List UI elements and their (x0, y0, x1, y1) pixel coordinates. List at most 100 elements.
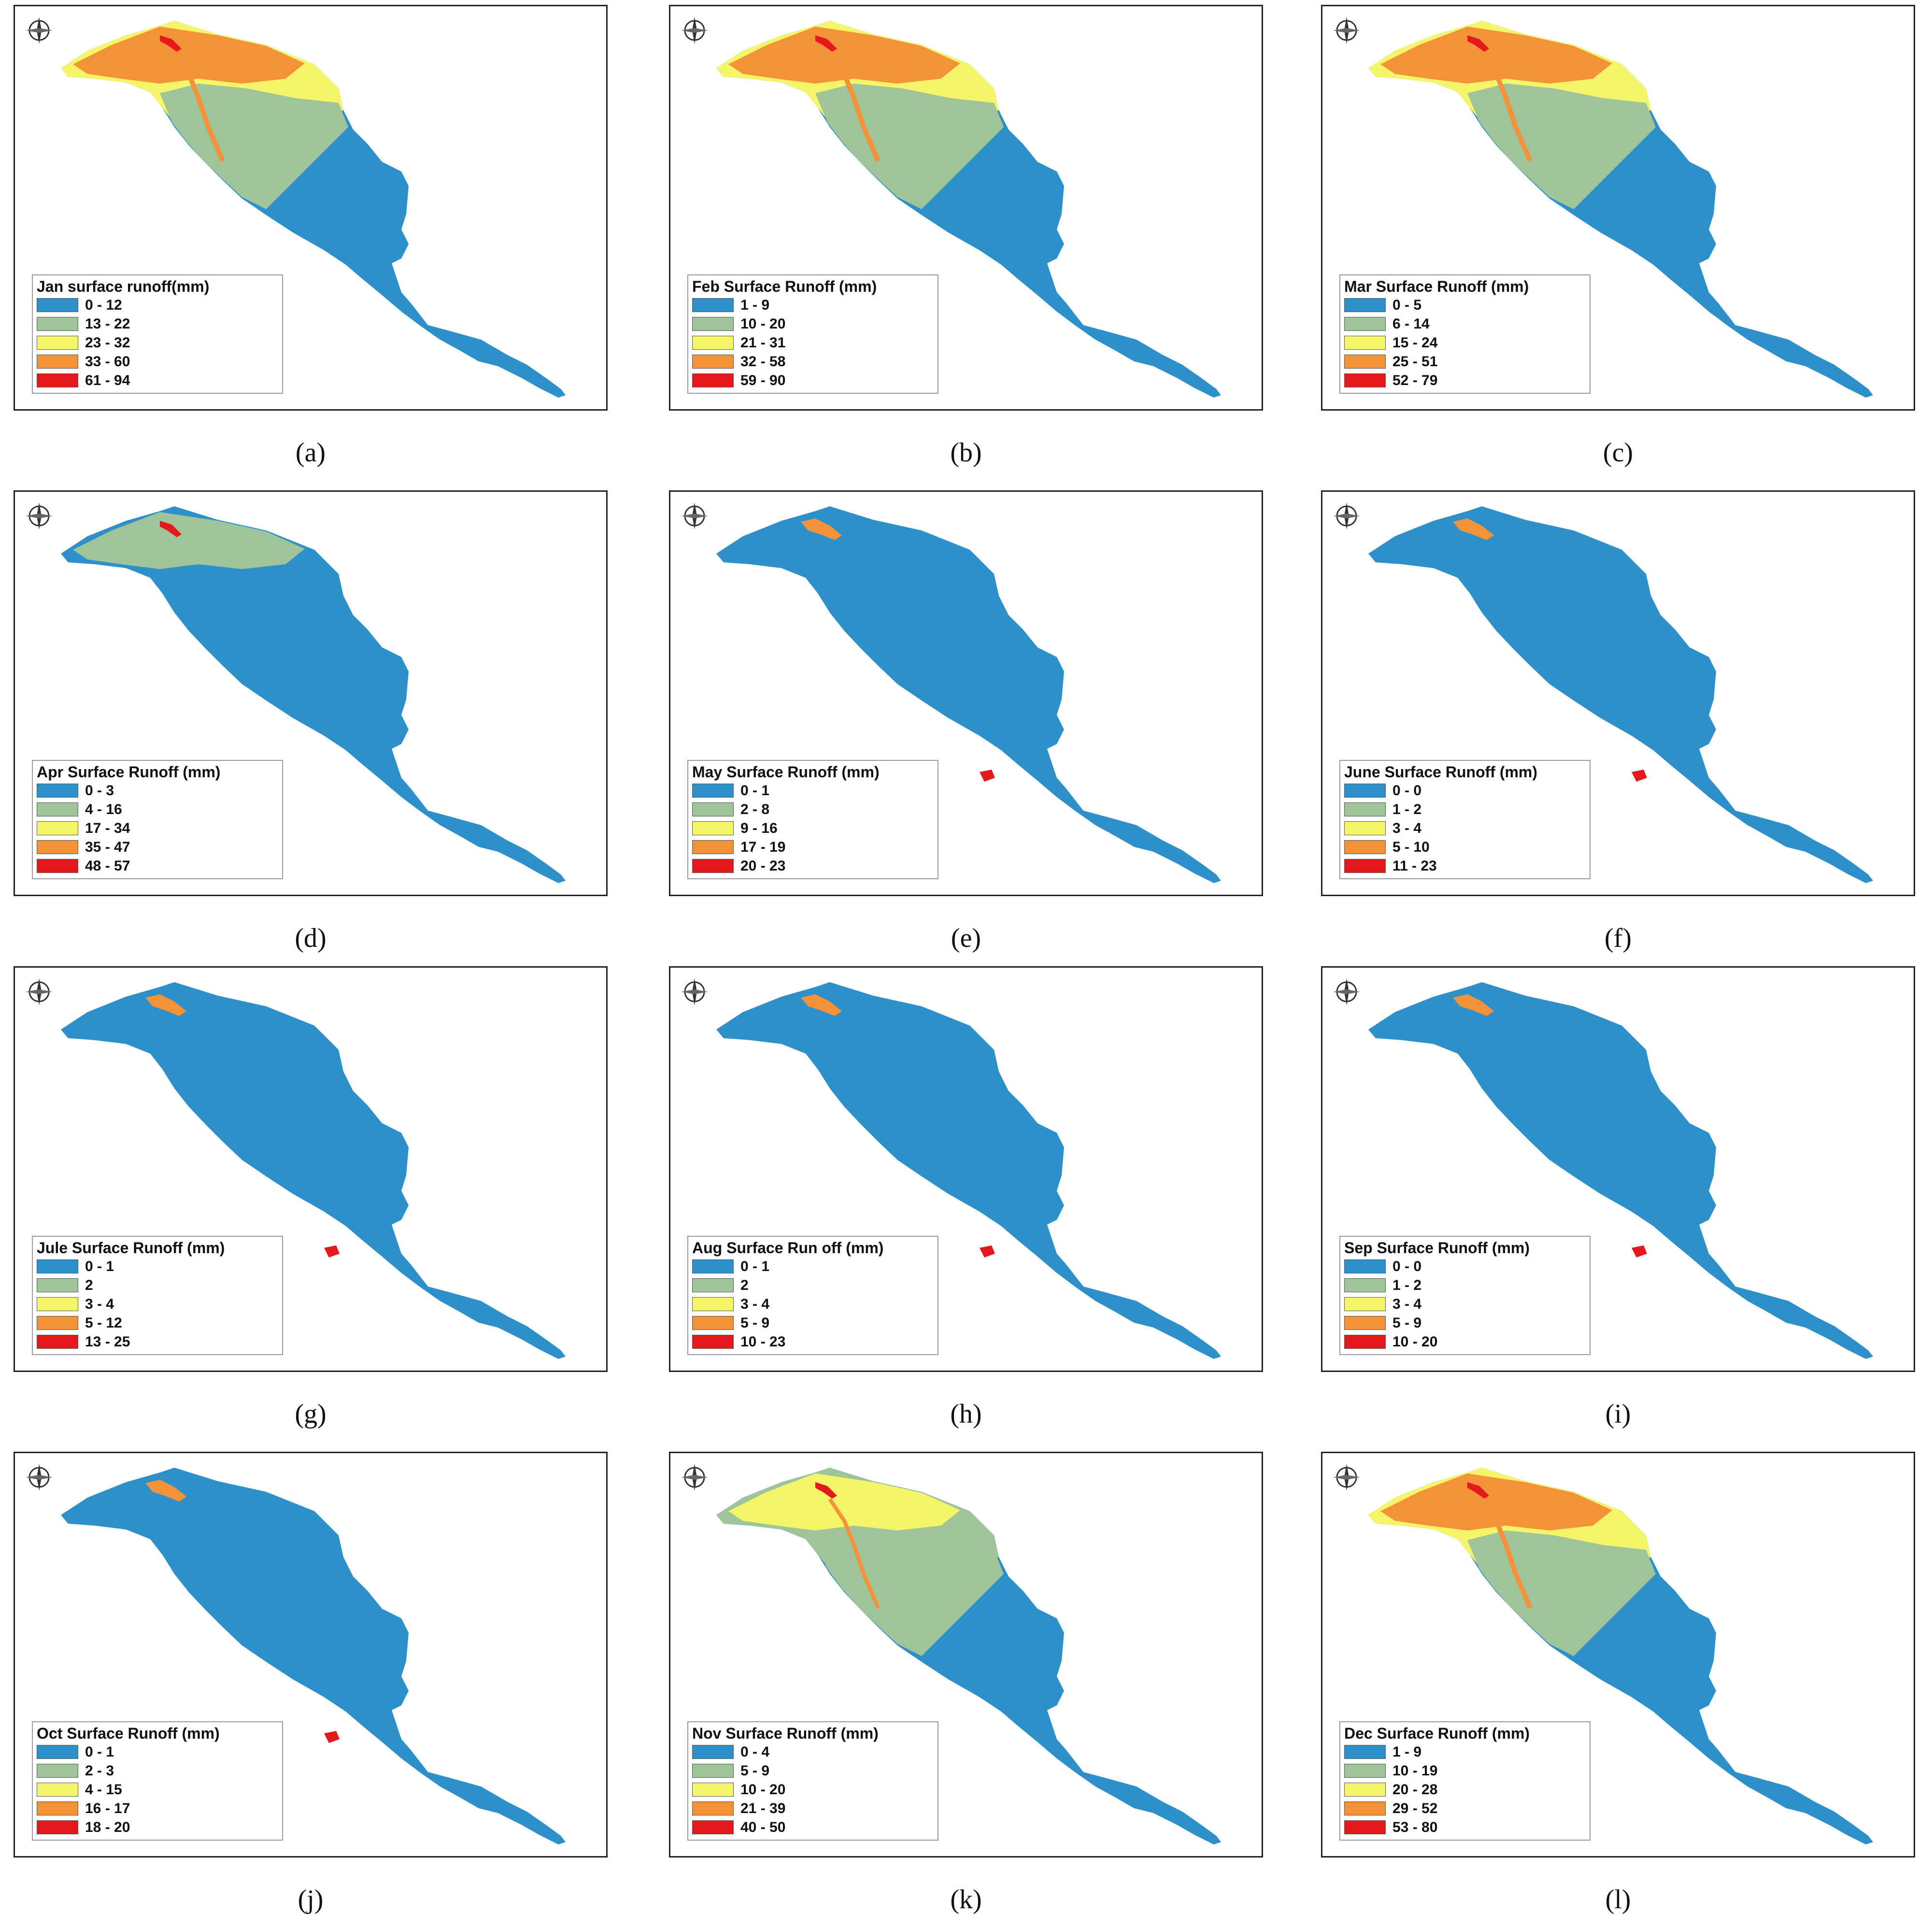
legend-swatch (1344, 1335, 1386, 1349)
legend-title: Mar Surface Runoff (mm) (1344, 278, 1529, 295)
legend-item: 5 - 9 (1344, 1314, 1585, 1332)
runoff-hotspot-south (980, 1245, 995, 1258)
legend-label: 10 - 19 (1392, 1762, 1438, 1779)
legend-swatch (692, 802, 734, 816)
legend-label: 9 - 16 (740, 820, 778, 836)
map-panel: Feb Surface Runoff (mm) 1 - 9 10 - 20 21 - … (669, 5, 1263, 411)
runoff-zone-medium (815, 84, 1004, 209)
runoff-stream (828, 1498, 880, 1609)
legend-item: 33 - 60 (37, 352, 277, 371)
legend-swatch (37, 784, 78, 798)
runoff-stream (1479, 1498, 1533, 1609)
legend-item: 0 - 1 (692, 781, 933, 800)
legend-swatch (1344, 1783, 1386, 1797)
legend-swatch (692, 1745, 734, 1759)
legend-label: 13 - 25 (85, 1333, 130, 1350)
legend-swatch (692, 784, 734, 798)
north-arrow-icon (681, 978, 708, 1005)
map-panel: Apr Surface Runoff (mm) 0 - 3 4 - 16 17 - 3… (14, 490, 608, 896)
runoff-hotspot (801, 994, 842, 1016)
legend-label: 1 - 2 (1392, 801, 1422, 817)
legend-item: 21 - 31 (692, 333, 933, 352)
runoff-zone-high (728, 1473, 960, 1530)
legend-label: 61 - 94 (85, 372, 130, 388)
map-legend: Feb Surface Runoff (mm) 1 - 9 10 - 20 21 - … (687, 274, 938, 394)
legend-label: 18 - 20 (85, 1819, 130, 1835)
runoff-stream (827, 51, 881, 162)
panel-caption: (g) (295, 1399, 327, 1429)
map-legend: Apr Surface Runoff (mm) 0 - 3 4 - 16 17 - 3… (32, 760, 283, 879)
legend-swatch (692, 373, 734, 387)
legend-label: 5 - 9 (740, 1315, 770, 1331)
legend-item: 1 - 9 (692, 296, 933, 314)
legend-item: 20 - 23 (692, 857, 933, 875)
legend-item: 13 - 25 (37, 1332, 277, 1351)
legend-item: 0 - 12 (37, 296, 277, 314)
legend-item: 17 - 19 (692, 838, 933, 857)
map-legend: Oct Surface Runoff (mm) 0 - 1 2 - 3 4 - 15 1… (32, 1721, 283, 1841)
legend-item: 2 (37, 1276, 277, 1295)
legend-title: Oct Surface Runoff (mm) (37, 1725, 220, 1742)
legend-label: 0 - 4 (740, 1744, 770, 1760)
legend-label: 5 - 9 (740, 1762, 770, 1779)
legend-item: 10 - 23 (692, 1332, 933, 1351)
legend-swatch (692, 1316, 734, 1330)
legend-item: 0 - 0 (1344, 781, 1585, 800)
runoff-hotspot (801, 518, 842, 540)
legend-label: 0 - 0 (1392, 1258, 1422, 1274)
legend-item: 40 - 50 (692, 1818, 933, 1837)
map-panel: May Surface Runoff (mm) 0 - 1 2 - 8 9 - 16 1… (669, 490, 1263, 896)
runoff-map (61, 1468, 566, 1844)
runoff-hotspot-south (324, 1731, 340, 1743)
map-panel: Jan surface runoff(mm) 0 - 12 13 - 22 23 - … (14, 5, 608, 411)
legend-swatch (692, 1278, 734, 1292)
legend-title: Nov Surface Runoff (mm) (692, 1725, 879, 1742)
legend-swatch (37, 1764, 78, 1778)
runoff-zone-medium (73, 512, 305, 569)
legend-item: 3 - 4 (1344, 819, 1585, 838)
legend-item: 25 - 51 (1344, 352, 1585, 371)
legend-swatch (1344, 1316, 1386, 1330)
map-legend: Mar Surface Runoff (mm) 0 - 5 6 - 14 15 - 2… (1339, 274, 1591, 394)
basin-area (61, 1468, 566, 1844)
legend-swatch (37, 1745, 78, 1759)
map-panel: June Surface Runoff (mm) 0 - 0 1 - 2 3 - 4 5… (1321, 490, 1915, 896)
legend-swatch (692, 1820, 734, 1834)
panel-caption: (b) (950, 438, 982, 468)
map-legend: Jan surface runoff(mm) 0 - 12 13 - 22 23 - … (32, 274, 283, 394)
legend-label: 29 - 52 (1392, 1800, 1438, 1816)
legend-swatch (37, 1783, 78, 1797)
runoff-stream (1479, 51, 1533, 162)
legend-swatch (37, 336, 78, 350)
runoff-zone-medium-b (815, 1530, 1004, 1656)
legend-label: 10 - 20 (1392, 1333, 1438, 1350)
legend-item: 0 - 1 (37, 1257, 277, 1276)
legend-title: Apr Surface Runoff (mm) (37, 763, 221, 781)
legend-swatch (1344, 1259, 1386, 1273)
north-arrow-icon (681, 17, 708, 44)
legend-label: 17 - 19 (740, 839, 786, 855)
legend-swatch (37, 802, 78, 816)
legend-label: 0 - 0 (1392, 782, 1422, 799)
legend-item: 3 - 4 (37, 1295, 277, 1314)
legend-item: 29 - 52 (1344, 1799, 1585, 1818)
legend-swatch (1344, 298, 1386, 312)
legend-swatch (1344, 373, 1386, 387)
map-panel: Dec Surface Runoff (mm) 1 - 9 10 - 19 20 - … (1321, 1452, 1915, 1858)
panel-caption: (h) (950, 1399, 982, 1429)
map-legend: June Surface Runoff (mm) 0 - 0 1 - 2 3 - 4 5… (1339, 760, 1591, 879)
legend-label: 0 - 1 (740, 1258, 770, 1274)
runoff-map (716, 1468, 1221, 1844)
runoff-zone-very-high (1380, 1473, 1612, 1530)
legend-swatch (37, 1335, 78, 1349)
legend-item: 15 - 24 (1344, 333, 1585, 352)
legend-label: 5 - 12 (85, 1315, 122, 1331)
legend-item: 10 - 20 (1344, 1332, 1585, 1351)
legend-item: 5 - 12 (37, 1314, 277, 1332)
map-legend: May Surface Runoff (mm) 0 - 1 2 - 8 9 - 16 1… (687, 760, 938, 879)
legend-label: 17 - 34 (85, 820, 130, 836)
legend-label: 3 - 4 (1392, 1296, 1422, 1312)
legend-item: 59 - 90 (692, 371, 933, 390)
runoff-map (1368, 506, 1873, 883)
legend-label: 1 - 9 (1392, 1744, 1422, 1760)
